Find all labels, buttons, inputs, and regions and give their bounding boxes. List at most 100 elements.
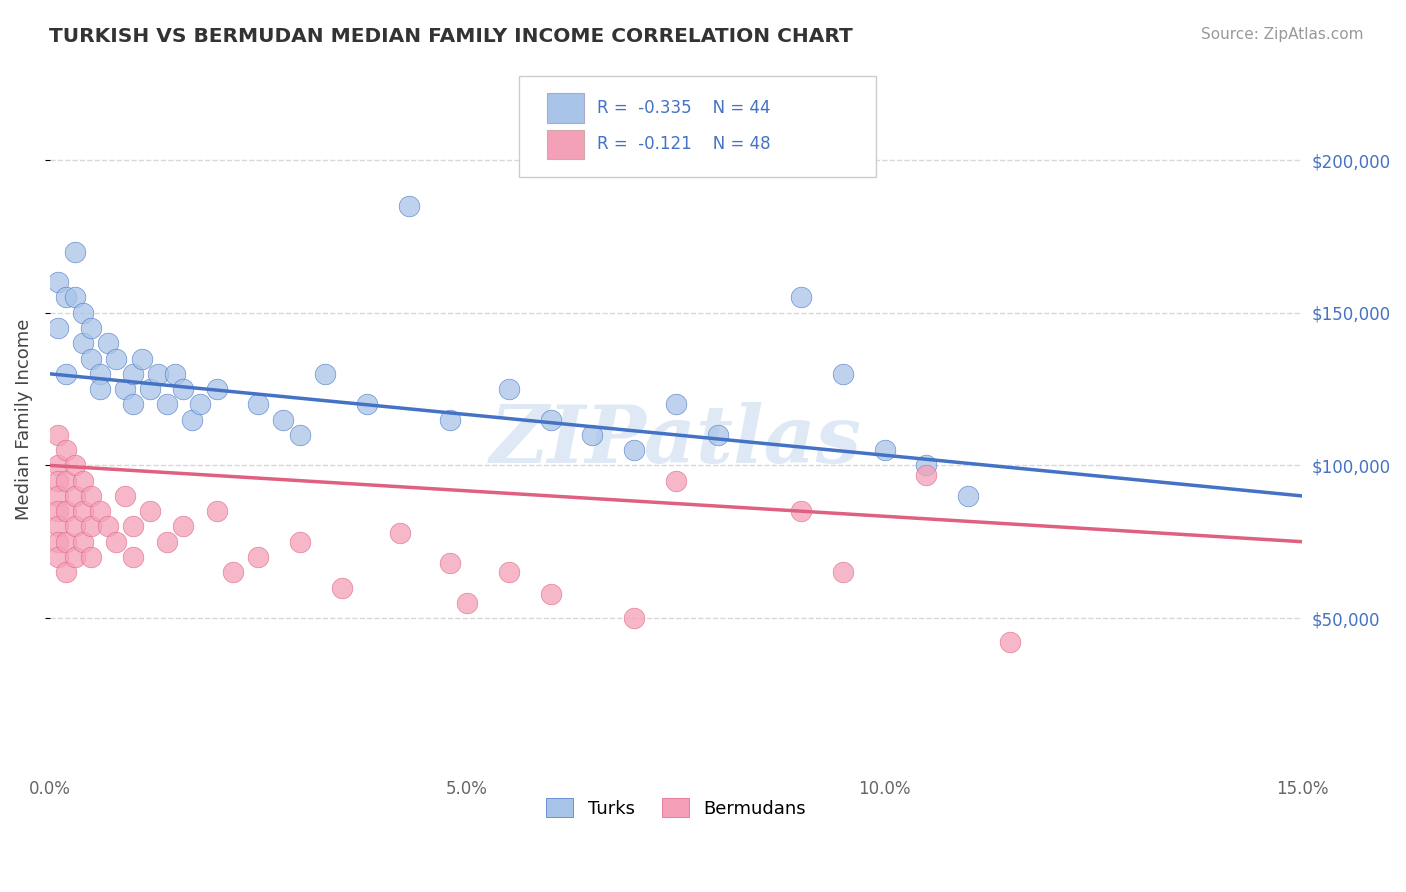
- Point: [998, 635, 1021, 649]
- Point: [46, 549, 69, 564]
- Text: ZIPatlas: ZIPatlas: [489, 402, 862, 479]
- Point: [288, 428, 311, 442]
- Point: [55, 534, 77, 549]
- Point: [832, 566, 855, 580]
- Point: [180, 412, 202, 426]
- Point: [389, 525, 412, 540]
- Point: [80, 549, 103, 564]
- Point: [55, 367, 77, 381]
- Text: R =  -0.335    N = 44: R = -0.335 N = 44: [598, 99, 770, 117]
- Point: [139, 382, 162, 396]
- Point: [55, 566, 77, 580]
- Point: [706, 428, 728, 442]
- Point: [540, 412, 562, 426]
- Point: [46, 489, 69, 503]
- Point: [46, 458, 69, 473]
- Point: [55, 504, 77, 518]
- Text: R =  -0.121    N = 48: R = -0.121 N = 48: [598, 136, 770, 153]
- Point: [247, 549, 270, 564]
- Point: [665, 397, 688, 411]
- Y-axis label: Median Family Income: Median Family Income: [15, 319, 32, 520]
- Point: [498, 382, 520, 396]
- Point: [80, 489, 103, 503]
- Bar: [547, 129, 585, 159]
- Point: [122, 367, 145, 381]
- Point: [80, 351, 103, 366]
- Point: [114, 489, 136, 503]
- Point: [398, 199, 420, 213]
- Point: [205, 382, 228, 396]
- Point: [122, 397, 145, 411]
- Point: [439, 556, 461, 570]
- Point: [63, 291, 86, 305]
- Point: [55, 291, 77, 305]
- Point: [172, 519, 194, 533]
- Point: [832, 367, 855, 381]
- Bar: [547, 93, 585, 122]
- Point: [148, 367, 170, 381]
- Point: [131, 351, 153, 366]
- Point: [247, 397, 270, 411]
- Point: [330, 581, 353, 595]
- Point: [63, 489, 86, 503]
- Point: [105, 351, 128, 366]
- Point: [55, 443, 77, 458]
- Point: [89, 504, 111, 518]
- Point: [205, 504, 228, 518]
- Point: [581, 428, 603, 442]
- Point: [72, 306, 94, 320]
- Point: [122, 519, 145, 533]
- Point: [55, 474, 77, 488]
- Point: [63, 244, 86, 259]
- Point: [97, 336, 120, 351]
- Point: [114, 382, 136, 396]
- Point: [790, 291, 813, 305]
- Point: [63, 519, 86, 533]
- Legend: Turks, Bermudans: Turks, Bermudans: [538, 791, 813, 825]
- Point: [172, 382, 194, 396]
- Text: Source: ZipAtlas.com: Source: ZipAtlas.com: [1201, 27, 1364, 42]
- Point: [288, 534, 311, 549]
- Point: [80, 519, 103, 533]
- Point: [623, 443, 645, 458]
- Point: [498, 566, 520, 580]
- Point: [89, 382, 111, 396]
- Point: [46, 504, 69, 518]
- Point: [63, 549, 86, 564]
- Point: [72, 336, 94, 351]
- Point: [63, 458, 86, 473]
- Point: [456, 596, 478, 610]
- Point: [72, 474, 94, 488]
- Point: [439, 412, 461, 426]
- Point: [790, 504, 813, 518]
- Point: [540, 586, 562, 600]
- Point: [105, 534, 128, 549]
- Point: [72, 504, 94, 518]
- Point: [139, 504, 162, 518]
- Point: [46, 321, 69, 335]
- Point: [314, 367, 336, 381]
- Point: [222, 566, 245, 580]
- Point: [665, 474, 688, 488]
- Point: [80, 321, 103, 335]
- Point: [97, 519, 120, 533]
- Point: [356, 397, 378, 411]
- Text: TURKISH VS BERMUDAN MEDIAN FAMILY INCOME CORRELATION CHART: TURKISH VS BERMUDAN MEDIAN FAMILY INCOME…: [49, 27, 853, 45]
- Point: [957, 489, 980, 503]
- Point: [915, 458, 938, 473]
- Point: [155, 397, 177, 411]
- Point: [46, 534, 69, 549]
- Point: [122, 549, 145, 564]
- Point: [915, 467, 938, 482]
- Point: [163, 367, 186, 381]
- Point: [89, 367, 111, 381]
- Point: [155, 534, 177, 549]
- Point: [46, 428, 69, 442]
- Point: [72, 534, 94, 549]
- FancyBboxPatch shape: [519, 76, 876, 178]
- Point: [873, 443, 896, 458]
- Point: [623, 611, 645, 625]
- Point: [46, 474, 69, 488]
- Point: [188, 397, 211, 411]
- Point: [46, 519, 69, 533]
